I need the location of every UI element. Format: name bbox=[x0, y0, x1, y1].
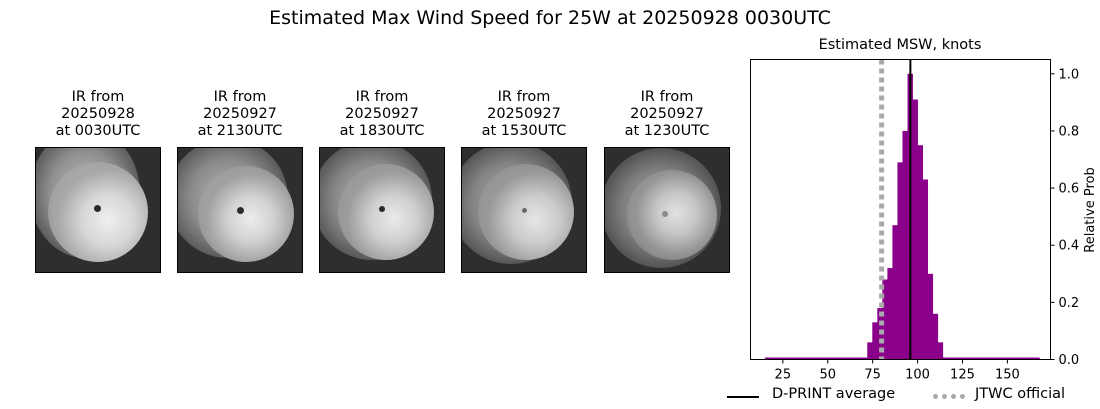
histogram-bar bbox=[897, 162, 903, 360]
caption-time: at 1230UTC bbox=[624, 123, 710, 139]
histogram-bar bbox=[867, 342, 873, 360]
x-tick-label: 75 bbox=[864, 368, 881, 383]
histogram-bar bbox=[932, 313, 939, 360]
histogram-bar bbox=[887, 268, 893, 360]
ir-panel-caption: IR from 20250928 at 0030UTC bbox=[33, 89, 163, 140]
ir-satellite-image bbox=[319, 147, 445, 273]
ir-panel-caption: IR from 20250927 at 1230UTC bbox=[602, 89, 732, 140]
ir-panel-caption: IR from 20250927 at 2130UTC bbox=[175, 89, 305, 140]
histogram-bar bbox=[882, 279, 888, 360]
caption-line: IR from bbox=[71, 89, 125, 105]
chart-legend: D-PRINT average JTWC official bbox=[727, 386, 1087, 408]
histogram-bar bbox=[937, 342, 944, 360]
x-tick-label: 25 bbox=[775, 368, 792, 383]
dprint-legend-label: D-PRINT average bbox=[772, 386, 896, 402]
caption-date: 20250928 bbox=[61, 106, 135, 122]
histogram-bar bbox=[872, 322, 878, 360]
caption-date: 20250927 bbox=[345, 106, 419, 122]
caption-line: IR from bbox=[640, 89, 694, 105]
chart-title: Estimated MSW, knots bbox=[819, 37, 982, 53]
y-tick-label: 0.4 bbox=[1059, 239, 1080, 254]
ir-panel-4: IR from 20250927 at 1530UTC bbox=[459, 89, 589, 273]
histogram-bar bbox=[922, 179, 929, 360]
ir-satellite-image bbox=[604, 147, 730, 273]
caption-line: IR from bbox=[355, 89, 409, 105]
caption-time: at 1530UTC bbox=[481, 123, 567, 139]
caption-line: IR from bbox=[213, 89, 267, 105]
y-tick-label: 0.2 bbox=[1059, 296, 1080, 311]
y-tick-label: 0.0 bbox=[1059, 353, 1080, 368]
jtwc-legend-label: JTWC official bbox=[975, 386, 1066, 402]
ir-panel-3: IR from 20250927 at 1830UTC bbox=[317, 89, 447, 273]
x-tick-label: 125 bbox=[950, 368, 975, 383]
y-tick-label: 1.0 bbox=[1059, 67, 1080, 82]
ir-panel-2: IR from 20250927 at 2130UTC bbox=[175, 89, 305, 273]
jtwc-legend-swatch bbox=[933, 394, 965, 399]
caption-date: 20250927 bbox=[487, 106, 561, 122]
y-tick-label: 0.6 bbox=[1059, 182, 1080, 197]
caption-line: IR from bbox=[497, 89, 551, 105]
histogram-bar bbox=[927, 273, 934, 360]
y-axis-label: Relative Prob bbox=[1083, 167, 1098, 252]
ir-satellite-image bbox=[177, 147, 303, 273]
histogram-bar bbox=[917, 145, 923, 360]
caption-time: at 2130UTC bbox=[197, 123, 283, 139]
plot-frame bbox=[750, 59, 1051, 360]
ir-panel-1: IR from 20250928 at 0030UTC bbox=[33, 89, 163, 273]
histogram-bar bbox=[912, 99, 918, 360]
dprint-legend-swatch bbox=[727, 396, 759, 398]
caption-date: 20250927 bbox=[630, 106, 704, 122]
caption-date: 20250927 bbox=[203, 106, 277, 122]
ir-satellite-image bbox=[461, 147, 587, 273]
figure-title: Estimated Max Wind Speed for 25W at 2025… bbox=[269, 7, 831, 29]
y-tick-label: 0.8 bbox=[1059, 124, 1080, 139]
ir-panel-caption: IR from 20250927 at 1530UTC bbox=[459, 89, 589, 140]
histogram-bar bbox=[892, 225, 898, 360]
caption-time: at 1830UTC bbox=[339, 123, 425, 139]
x-tick-label: 50 bbox=[819, 368, 836, 383]
ir-panel-5: IR from 20250927 at 1230UTC bbox=[602, 89, 732, 273]
caption-time: at 0030UTC bbox=[55, 123, 141, 139]
ir-panel-caption: IR from 20250927 at 1830UTC bbox=[317, 89, 447, 140]
x-tick-label: 150 bbox=[995, 368, 1020, 383]
x-tick-label: 100 bbox=[905, 368, 930, 383]
ir-satellite-image bbox=[35, 147, 161, 273]
histogram-bar bbox=[902, 130, 908, 360]
